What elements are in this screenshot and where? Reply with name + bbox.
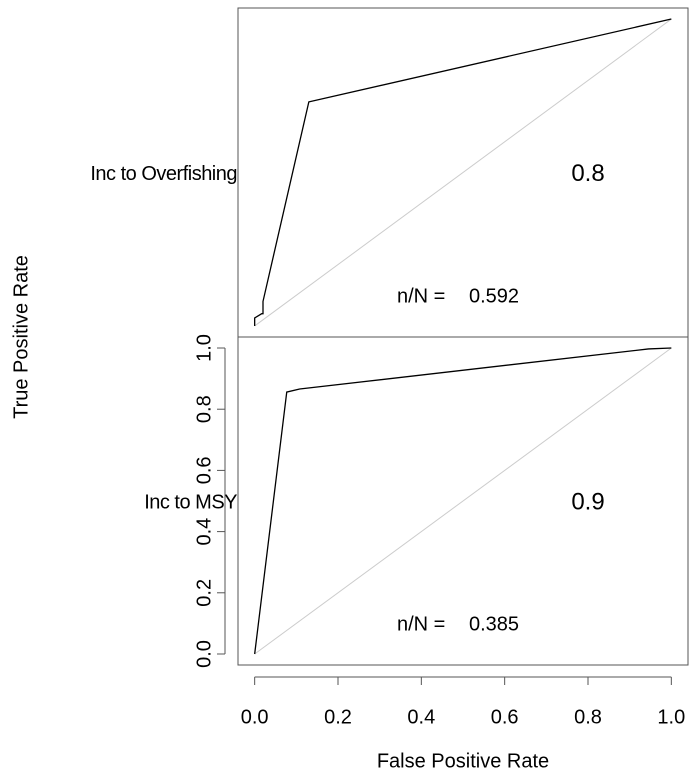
x-tick-label: 0.0 (241, 706, 269, 728)
row-label: Inc to Overfishing (90, 163, 237, 185)
x-tick-label: 0.2 (324, 706, 352, 728)
roc-curve (254, 347, 672, 655)
y-tick-label: 0.2 (193, 579, 215, 607)
panel-frame (237, 336, 689, 666)
x-tick-label: 1.0 (657, 706, 685, 728)
y-tick-label: 1.0 (193, 334, 215, 362)
y-tick-label: 0.6 (193, 456, 215, 484)
reference-diagonal (254, 18, 672, 327)
auc-value: 0.8 (571, 160, 604, 187)
y-tick-label: 0.8 (193, 395, 215, 423)
x-axis-label: False Positive Rate (377, 750, 549, 772)
reference-diagonal (254, 347, 672, 655)
x-tick-label: 0.8 (574, 706, 602, 728)
nn-value: 0.592 (469, 285, 519, 307)
nn-label: n/N = (397, 285, 451, 307)
nn-value: 0.385 (469, 613, 519, 635)
nn-label: n/N = (397, 613, 451, 635)
row-label: Inc to MSY (144, 491, 237, 513)
x-tick-label: 0.4 (407, 706, 435, 728)
x-tick-label: 0.6 (491, 706, 519, 728)
auc-value: 0.9 (571, 488, 604, 515)
y-tick-label: 0.4 (193, 518, 215, 546)
roc-curve (254, 18, 672, 326)
y-tick-label: 0.0 (193, 640, 215, 668)
y-axis-label: True Positive Rate (10, 255, 32, 419)
